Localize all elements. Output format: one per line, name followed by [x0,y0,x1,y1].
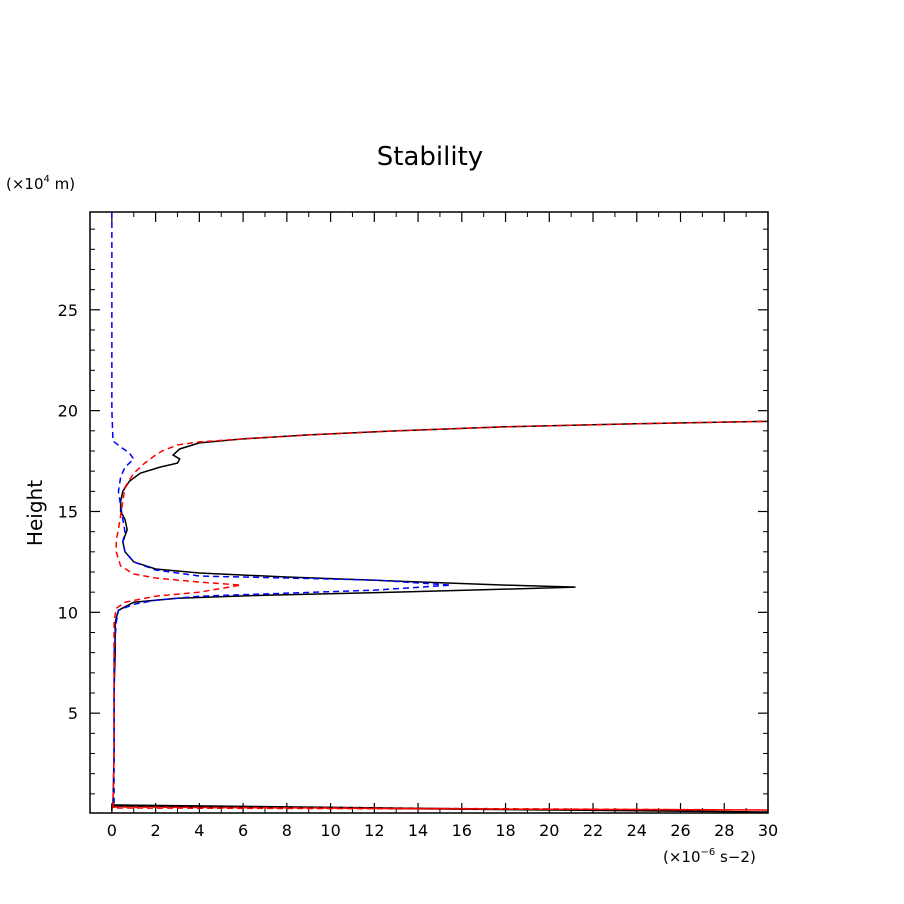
minor-ticks [89,212,768,813]
x-tick-label: 16 [452,821,472,840]
x-tick-label: 30 [758,821,778,840]
plot-frame [89,211,769,814]
x-unit-suffix: s−2) [715,848,756,866]
y-tick-label: 15 [58,502,78,521]
x-tick-label: 12 [364,821,384,840]
y-tick-label: 25 [58,301,78,320]
x-tick-label: 20 [539,821,559,840]
y-tick-labels: 5 10 15 20 25 [58,301,78,723]
y-unit-prefix: (×10 [6,175,44,193]
y-tick-label: 20 [58,402,78,421]
x-tick-label: 24 [627,821,647,840]
series-layer [111,212,769,813]
series-blue-dashed-line [111,212,451,808]
series-black-solid-line [111,420,769,813]
x-tick-label: 0 [107,821,117,840]
x-tick-label: 14 [408,821,428,840]
y-axis-unit: (×104 m) [6,174,75,193]
series-red-dashed-line [112,420,769,811]
y-unit-exponent: 4 [44,174,50,185]
x-tick-label: 26 [670,821,690,840]
major-ticks [90,212,769,813]
x-tick-label: 22 [583,821,603,840]
x-tick-label: 8 [282,821,292,840]
x-tick-label: 18 [495,821,515,840]
x-tick-label: 10 [320,821,340,840]
y-unit-suffix: m) [50,175,75,193]
x-tick-labels: 0 2 4 6 8 10 12 14 16 18 20 22 24 26 28 30 [107,821,778,840]
x-unit-prefix: (×10 [663,848,701,866]
x-tick-label: 28 [714,821,734,840]
chart-title: Stability [377,142,483,172]
y-tick-label: 10 [58,603,78,622]
y-axis-label: Height [23,480,47,546]
y-tick-label: 5 [68,704,78,723]
x-tick-label: 4 [194,821,204,840]
x-tick-label: 2 [151,821,161,840]
x-axis-unit: (×10−6 s−2) [663,847,756,866]
x-tick-label: 6 [238,821,248,840]
x-unit-exponent: −6 [701,847,716,858]
